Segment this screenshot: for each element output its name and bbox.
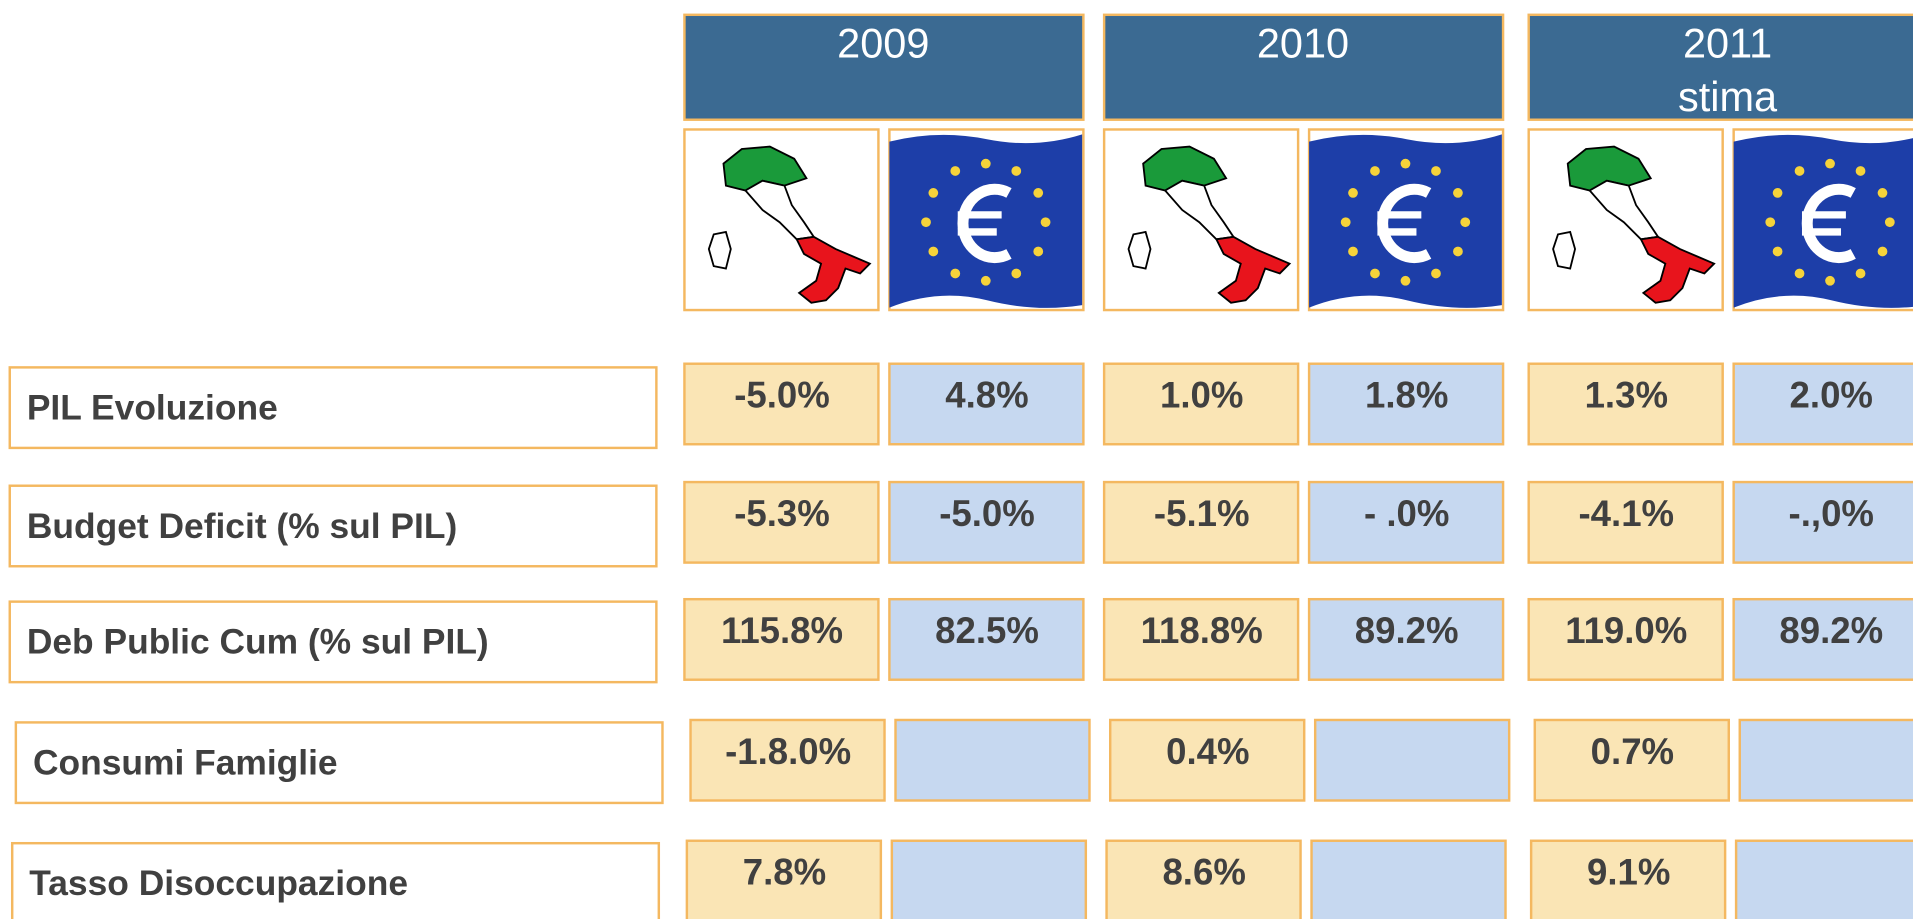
cell-value: -5.0% xyxy=(939,493,1035,534)
italy-value-cell xyxy=(1527,362,1724,446)
eu-value-cell xyxy=(1307,362,1505,446)
cell-value: -5.3% xyxy=(734,493,830,534)
cell-value: -.,0% xyxy=(1789,493,1874,534)
row-label: Budget Deficit (% sul PIL) xyxy=(27,507,457,546)
row-label-box xyxy=(8,366,658,450)
cell-value: 0.7% xyxy=(1591,731,1674,772)
cell-value: -5.1% xyxy=(1154,493,1250,534)
row-label-box xyxy=(14,721,664,805)
table: 2009 2010 2011 stima PIL Evoluzione -5.0% 4.8%… xyxy=(8,13,1913,919)
cell-value: -5.0% xyxy=(734,375,830,416)
cell-value: 118.8% xyxy=(1141,610,1263,651)
eu-value-cell xyxy=(1307,597,1505,681)
eu-value-cell xyxy=(1313,718,1511,802)
italy-value-cell xyxy=(1533,718,1730,802)
italy-value-cell xyxy=(1102,480,1300,564)
italy-value-cell xyxy=(1527,480,1724,564)
eu-flag-icon xyxy=(1734,134,1913,308)
italy-value-cell xyxy=(1102,362,1300,446)
eu-value-cell xyxy=(1734,839,1913,919)
year-label: 2010 xyxy=(1257,19,1349,66)
cell-value: 1.8% xyxy=(1365,375,1448,416)
year-header xyxy=(683,13,1085,121)
cell-value: -1.8.0% xyxy=(725,731,851,772)
row-label-box xyxy=(8,600,658,684)
year-note: stima xyxy=(1678,73,1778,120)
eu-value-cell xyxy=(1310,839,1507,919)
cell-value: 1.3% xyxy=(1585,375,1668,416)
cell-value: 89.2% xyxy=(1355,610,1459,651)
italy-value-cell xyxy=(683,597,880,681)
italy-value-cell xyxy=(1105,839,1302,919)
italy-value-cell xyxy=(685,839,883,919)
eu-value-cell xyxy=(888,480,1085,564)
italy-value-cell xyxy=(1102,597,1300,681)
eu-value-cell xyxy=(888,597,1085,681)
eu-value-cell xyxy=(1732,362,1913,446)
row-label: PIL Evoluzione xyxy=(27,388,278,427)
italy-value-cell xyxy=(1529,839,1727,919)
cell-value: 119.0% xyxy=(1565,610,1687,651)
eu-flag-icon xyxy=(889,134,1082,308)
cell-value: 82.5% xyxy=(935,610,1039,651)
italy-value-cell xyxy=(1527,597,1724,681)
cell-value: - .0% xyxy=(1364,493,1449,534)
row-label: Consumi Famiglie xyxy=(33,743,338,782)
cell-value: 89.2% xyxy=(1779,610,1883,651)
row-label: Tasso Disoccupazione xyxy=(29,864,408,903)
eu-value-cell xyxy=(890,839,1088,919)
eu-value-cell xyxy=(1738,718,1913,802)
cell-value: 1.0% xyxy=(1160,375,1243,416)
eu-value-cell xyxy=(1307,480,1505,564)
cell-value: 0.4% xyxy=(1166,731,1249,772)
italy-value-cell xyxy=(689,718,886,802)
eu-value-cell xyxy=(888,362,1085,446)
year-label: 2009 xyxy=(837,19,929,66)
cell-value: 4.8% xyxy=(945,375,1028,416)
year-label: 2011 xyxy=(1683,19,1772,66)
cell-value: 7.8% xyxy=(743,852,826,893)
cell-value: 9.1% xyxy=(1587,852,1670,893)
cell-value: 8.6% xyxy=(1162,852,1245,893)
italy-value-cell xyxy=(683,362,880,446)
cell-value: -4.1% xyxy=(1578,493,1674,534)
cell-value: 2.0% xyxy=(1790,375,1873,416)
row-label: Deb Public Cum (% sul PIL) xyxy=(27,623,489,662)
row-label-box xyxy=(10,841,661,919)
eu-value-cell xyxy=(1732,597,1913,681)
eu-flag-icon xyxy=(1309,134,1502,308)
eu-value-cell xyxy=(894,718,1091,802)
year-header xyxy=(1102,13,1505,121)
cell-value: 115.8% xyxy=(721,610,843,651)
italy-value-cell xyxy=(683,480,880,564)
italy-value-cell xyxy=(1109,718,1306,802)
row-label-box xyxy=(8,484,658,568)
eu-value-cell xyxy=(1732,480,1913,564)
year-header xyxy=(1527,13,1913,121)
